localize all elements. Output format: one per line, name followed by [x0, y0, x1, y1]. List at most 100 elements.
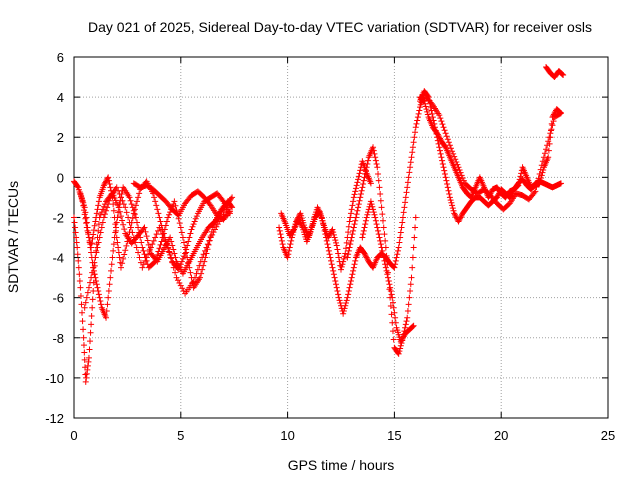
data-point [359, 234, 366, 241]
data-point [558, 180, 565, 187]
data-point [103, 308, 110, 315]
data-point [197, 258, 204, 265]
data-point [144, 237, 151, 244]
data-point [115, 187, 122, 194]
data-point [151, 194, 158, 201]
data-point [83, 214, 90, 221]
data-point [360, 227, 367, 234]
data-point [362, 253, 369, 260]
data-point [532, 188, 539, 195]
data-point [139, 244, 146, 251]
data-point [397, 345, 404, 352]
data-point [298, 221, 305, 228]
data-point [85, 358, 92, 365]
data-point [382, 264, 389, 271]
x-tick-label: 25 [601, 428, 615, 443]
data-point [106, 181, 113, 188]
data-point [142, 257, 149, 264]
data-point [151, 259, 158, 266]
data-point [158, 238, 165, 245]
data-point [105, 201, 112, 208]
data-point [333, 281, 340, 288]
data-point [405, 174, 412, 181]
data-point [363, 214, 370, 221]
data-point [99, 219, 106, 226]
data-point [207, 234, 214, 241]
data-point [439, 121, 446, 128]
data-point [74, 183, 81, 190]
data-point [90, 231, 97, 238]
data-point [176, 263, 183, 270]
data-point [85, 284, 92, 291]
data-point [370, 147, 377, 154]
data-point [348, 234, 355, 241]
data-point [394, 247, 401, 254]
data-point [295, 216, 302, 223]
data-point [135, 249, 142, 256]
data-point [121, 226, 128, 233]
data-point [407, 281, 414, 288]
data-point [95, 221, 102, 228]
data-point [387, 287, 394, 294]
series-track-12 [423, 94, 565, 213]
data-point [556, 110, 563, 117]
data-point [136, 190, 143, 197]
data-point [330, 229, 337, 236]
data-point [340, 258, 347, 265]
data-point [76, 271, 83, 278]
data-point [375, 227, 382, 234]
data-point [343, 297, 350, 304]
data-point [385, 277, 392, 284]
data-point [110, 207, 117, 214]
data-point [137, 234, 144, 241]
data-point [143, 233, 150, 240]
data-point [341, 305, 348, 312]
data-point [355, 176, 362, 183]
data-point [400, 333, 407, 340]
data-point [389, 328, 396, 335]
data-point [450, 207, 457, 214]
data-point [424, 111, 431, 118]
data-point [349, 202, 356, 209]
data-point [447, 197, 454, 204]
data-point [186, 234, 193, 241]
data-point [339, 261, 346, 268]
data-point [190, 221, 197, 228]
data-point [381, 231, 388, 238]
data-point [325, 247, 332, 254]
data-point [536, 170, 543, 177]
data-point [516, 179, 522, 186]
data-point [348, 274, 355, 281]
data-point [372, 154, 379, 161]
data-point [89, 235, 96, 242]
data-point [107, 184, 114, 191]
data-point [442, 174, 449, 181]
data-point [449, 148, 456, 155]
data-point [177, 261, 184, 268]
data-point [449, 205, 456, 212]
data-point [72, 229, 79, 236]
x-tick-label: 15 [387, 428, 401, 443]
data-point [119, 260, 126, 267]
data-point [177, 282, 184, 289]
data-point [121, 251, 128, 258]
data-point [75, 257, 82, 264]
data-point [371, 150, 378, 157]
data-point [75, 264, 82, 271]
data-point [116, 254, 123, 261]
data-point [361, 250, 368, 257]
data-point [390, 336, 397, 343]
data-point [350, 227, 357, 234]
data-point [439, 157, 446, 164]
data-point [172, 202, 179, 209]
data-point [375, 177, 382, 184]
data-point [404, 314, 411, 321]
data-point [296, 219, 303, 226]
data-point [404, 179, 411, 186]
data-point [277, 231, 284, 238]
data-point [188, 226, 195, 233]
data-point [356, 170, 363, 177]
data-point [513, 183, 520, 190]
data-point [349, 231, 356, 238]
